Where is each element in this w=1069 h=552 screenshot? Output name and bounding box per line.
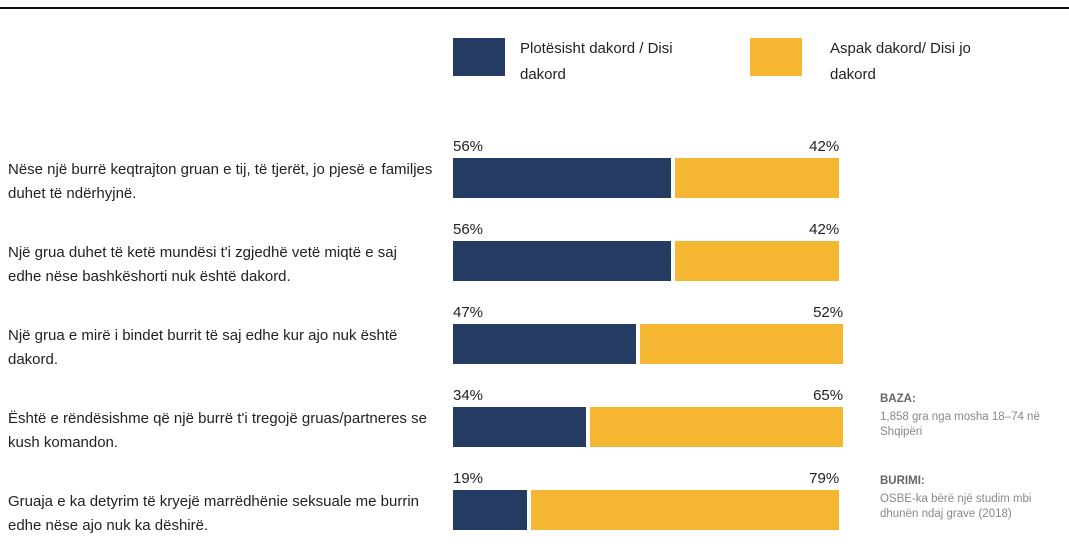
value-label: 65% (813, 387, 844, 404)
bar-segment (453, 490, 528, 530)
note-title: BURIMI: (880, 475, 925, 487)
bar-segment (453, 324, 637, 364)
note-text: OSBE-ka bërë një studim mbi dhunën ndaj … (880, 493, 1032, 520)
bar-segment (675, 158, 840, 198)
bar-segment (453, 241, 672, 281)
note-title: BAZA: (880, 393, 916, 405)
legend-swatch (453, 38, 505, 76)
value-label: 42% (809, 221, 840, 238)
note-text: 1,858 gra nga mosha 18–74 në Shqipëri (880, 411, 1040, 438)
value-label: 19% (453, 470, 484, 487)
value-label: 42% (809, 138, 840, 155)
bar-segment (675, 241, 840, 281)
legend-swatch (750, 38, 802, 76)
bar-segment (453, 158, 672, 198)
category-label: Një grua duhet të ketë mundësi t'i zgjed… (8, 244, 397, 285)
legend-label: Plotësisht dakord / Disi dakord (520, 40, 673, 83)
bar-segment (531, 490, 840, 530)
bar-segment (453, 407, 586, 447)
value-label: 47% (453, 304, 484, 321)
bar-segment (640, 324, 844, 364)
top-rule (0, 7, 1069, 9)
legend-label: Aspak dakord/ Disi jo dakord (830, 40, 971, 83)
value-label: 52% (813, 304, 844, 321)
category-label: Është e rëndësishme që një burrë t'i tre… (8, 410, 427, 451)
category-label: Nëse një burrë keqtrajton gruan e tij, t… (8, 161, 433, 202)
value-label: 79% (809, 470, 840, 487)
bar-segment (589, 407, 844, 447)
category-label: Një grua e mirë i bindet burrit të saj e… (8, 327, 398, 368)
value-label: 56% (453, 221, 484, 238)
category-label: Gruaja e ka detyrim të kryejë marrëdhëni… (8, 493, 420, 534)
value-label: 34% (453, 387, 484, 404)
value-label: 56% (453, 138, 484, 155)
